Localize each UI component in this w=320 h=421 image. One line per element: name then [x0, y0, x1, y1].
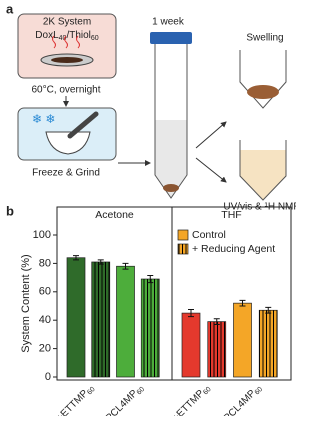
tube [154, 44, 188, 199]
legend-hatch [178, 244, 188, 254]
legend-swatch [177, 229, 189, 241]
category-text: +PCL4MP [218, 387, 258, 416]
solvent [155, 120, 187, 198]
y-tick-label: 0 [45, 371, 51, 383]
figure: a 2K System DoxL40/Thiol60 60°C, overnig… [6, 1, 301, 421]
facet-title: Acetone [95, 209, 134, 221]
particles [163, 184, 179, 192]
panel-b: b System Content (%) 0 20 40 60 80 100 Acetone TH… [6, 203, 292, 421]
x-tick-label: +ETTMP60 [170, 382, 212, 416]
x-tick-label: +PCL4MP60 [218, 382, 265, 416]
bar [233, 302, 252, 378]
bar [66, 257, 86, 378]
category-text: +ETTMP [54, 387, 90, 416]
y-tick-label: 40 [39, 314, 51, 326]
bar [116, 265, 135, 378]
sample [51, 57, 83, 63]
category-sub: 60 [254, 386, 265, 397]
x-tick-label: +PCL4MP60 [100, 382, 147, 416]
bar-hatch [141, 279, 160, 377]
error-bar [97, 259, 104, 265]
y-tick-label: 60 [39, 286, 51, 298]
extract [240, 150, 286, 200]
bar-hatch [259, 310, 278, 377]
error-bar [239, 299, 246, 307]
plot-frame [56, 206, 292, 381]
vial [239, 50, 287, 109]
bar-hatch [207, 321, 226, 377]
panel-label: a [6, 1, 14, 16]
swollen-particles [247, 85, 279, 99]
arrow [195, 121, 227, 149]
category-sub: 60 [136, 386, 147, 397]
error-bar [265, 306, 272, 314]
bar-hatch [91, 261, 110, 377]
error-bar [122, 262, 129, 270]
facet-title: THF [221, 209, 241, 221]
mortar [45, 131, 91, 155]
category-sub: 60 [86, 386, 97, 397]
y-tick-label: 80 [39, 257, 51, 269]
pestle [67, 111, 99, 139]
category-sub: 60 [202, 386, 213, 397]
y-axis-title: System Content (%) [20, 254, 32, 352]
box-title: 2K System [43, 17, 91, 28]
category-text: +ETTMP [170, 387, 206, 416]
y-tick-label: 20 [39, 343, 51, 355]
outcome-label: Swelling [246, 33, 283, 44]
category-text: +PCL4MP [100, 387, 140, 416]
box-formula: DoxL40/Thiol60 [35, 30, 99, 42]
tube-cap [150, 32, 192, 44]
error-bar [147, 274, 154, 284]
bar [181, 312, 201, 378]
legend-label: Control [192, 229, 226, 241]
step-label: 60°C, overnight [31, 85, 100, 96]
arrow [195, 157, 227, 183]
snowflake: ❄ ❄ [32, 112, 55, 126]
panel-label: b [6, 203, 14, 218]
error-bar [213, 318, 220, 325]
vial [239, 140, 287, 201]
x-tick-label: +ETTMP60 [54, 382, 96, 416]
heat-waves [52, 35, 80, 49]
step-label: Freeze & Grind [32, 168, 100, 179]
tube-label: 1 week [152, 17, 185, 28]
panel-a: a 2K System DoxL40/Thiol60 60°C, overnig… [6, 1, 301, 212]
error-bar [73, 255, 79, 261]
error-bar [188, 309, 194, 318]
legend-label: + Reducing Agent [192, 243, 275, 255]
y-tick-label: 100 [33, 229, 51, 241]
